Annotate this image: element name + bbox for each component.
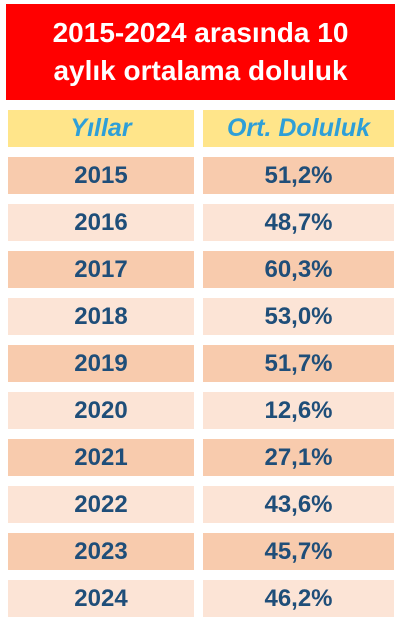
occupancy-cell: 43,6% <box>203 486 394 523</box>
table-row: 2017 60,3% <box>8 251 394 288</box>
occupancy-cell: 12,6% <box>203 392 394 429</box>
table-row: 2015 51,2% <box>8 157 394 194</box>
year-cell: 2024 <box>8 580 194 617</box>
occupancy-table: Yıllar Ort. Doluluk 2015 51,2% 2016 48,7% 20… <box>8 110 394 627</box>
occupancy-cell: 48,7% <box>203 204 394 241</box>
table-row: 2016 48,7% <box>8 204 394 241</box>
year-cell: 2020 <box>8 392 194 429</box>
occupancy-cell: 60,3% <box>203 251 394 288</box>
year-cell: 2023 <box>8 533 194 570</box>
table-row: 2021 27,1% <box>8 439 394 476</box>
table-row: 2024 46,2% <box>8 580 394 617</box>
year-cell: 2021 <box>8 439 194 476</box>
year-cell: 2018 <box>8 298 194 335</box>
occupancy-cell: 51,7% <box>203 345 394 382</box>
occupancy-cell: 51,2% <box>203 157 394 194</box>
table-row: 2018 53,0% <box>8 298 394 335</box>
occupancy-cell: 27,1% <box>203 439 394 476</box>
title-line-1: 2015-2024 arasında 10 <box>52 17 349 48</box>
year-cell: 2022 <box>8 486 194 523</box>
table-row: 2019 51,7% <box>8 345 394 382</box>
header-years: Yıllar <box>8 110 194 147</box>
year-cell: 2015 <box>8 157 194 194</box>
title-line-2: aylık ortalama doluluk <box>53 55 348 86</box>
occupancy-cell: 45,7% <box>203 533 394 570</box>
year-cell: 2016 <box>8 204 194 241</box>
occupancy-cell: 53,0% <box>203 298 394 335</box>
title-banner: 2015-2024 arasında 10 aylık ortalama dol… <box>6 4 395 100</box>
year-cell: 2019 <box>8 345 194 382</box>
table-row: 2020 12,6% <box>8 392 394 429</box>
header-average-occupancy: Ort. Doluluk <box>203 110 394 147</box>
table-header-row: Yıllar Ort. Doluluk <box>8 110 394 147</box>
table-row: 2022 43,6% <box>8 486 394 523</box>
occupancy-cell: 46,2% <box>203 580 394 617</box>
table-row: 2023 45,7% <box>8 533 394 570</box>
year-cell: 2017 <box>8 251 194 288</box>
table-body: 2015 51,2% 2016 48,7% 2017 60,3% 2018 53,0% 2019… <box>8 157 394 617</box>
